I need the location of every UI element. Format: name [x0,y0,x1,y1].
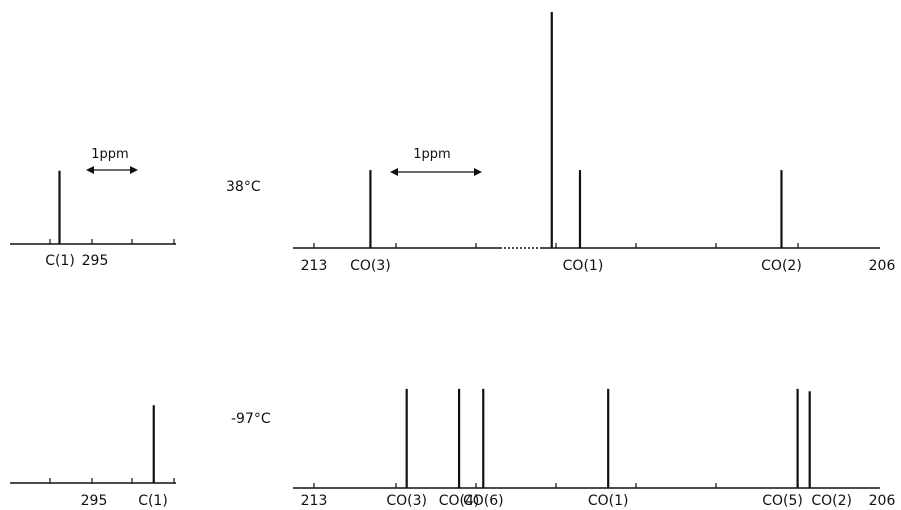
temperature-label-38: 38°C [226,179,261,195]
tick-label-295-top: 295 [82,253,109,269]
peak-label: CO(6) [463,493,504,509]
temperature-label-minus97: -97°C [231,411,271,427]
scale-bar-arrowhead-left [86,166,94,174]
peak-label: CO(2) [811,493,852,509]
panel-bottom-left: 295 C(1) [10,405,176,509]
peak-label: CO(4) [439,493,480,509]
peak-label: CO(1) [563,258,604,274]
peak-label: CO(1) [588,493,629,509]
scale-bar-arrowhead-left [390,168,398,176]
scale-bar-arrowhead-right [474,168,482,176]
peak-label: CO(3) [350,258,391,274]
tick-label-213-top: 213 [301,258,328,274]
peak-label: CO(2) [761,258,802,274]
panel-top-right: 1ppm 213 206 CO(3) CO(1) CO(2) [293,12,895,274]
scale-bar-label-top-right: 1ppm [413,147,450,162]
tick-label-295-bottom: 295 [81,493,108,509]
panel-top-left: 1ppm C(1) 295 [10,147,176,269]
tick-label-206-bottom: 206 [869,493,896,509]
panel-bottom-right: 213 206 CO(3) CO(4)CO(6) CO(1) CO(5) CO(2) [293,388,896,509]
scale-bar-arrowhead-right [130,166,138,174]
peak-label-c1-top: C(1) [45,253,75,269]
peak-label-c1-bottom: C(1) [138,493,168,509]
peak-label: CO(3) [386,493,427,509]
peak-label: CO(5) [762,493,803,509]
tick-label-213-bottom: 213 [301,493,328,509]
scale-bar-label-top-left: 1ppm [91,147,128,162]
tick-label-206-top: 206 [869,258,896,274]
